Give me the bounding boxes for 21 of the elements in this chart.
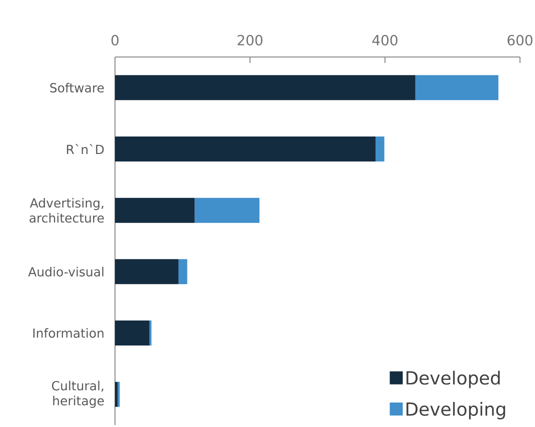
bar: [115, 198, 195, 223]
bar: [115, 136, 376, 162]
bar: [115, 320, 150, 346]
y-tick-label: R`n`D: [66, 144, 104, 154]
legend-label: Developed: [406, 370, 500, 388]
y-tick-label: Cultural, heritage: [52, 380, 104, 408]
bar: [178, 259, 188, 284]
bar: [115, 259, 178, 284]
y-tick-label: Audio-visual: [28, 266, 104, 276]
y-tick-label: Information: [33, 328, 104, 338]
bar: [376, 136, 384, 162]
y-tick-label: Software: [50, 82, 104, 92]
x-tick-label: 200: [238, 34, 262, 46]
bar: [415, 75, 498, 100]
y-tick-label: Advertising, architecture: [30, 198, 104, 223]
legend-label: Developing: [406, 402, 506, 420]
bar: [194, 198, 260, 223]
x-tick-label: 0: [111, 34, 119, 46]
bar: [115, 75, 416, 100]
x-tick-label: 400: [372, 34, 398, 46]
x-tick-label: 600: [508, 34, 532, 46]
